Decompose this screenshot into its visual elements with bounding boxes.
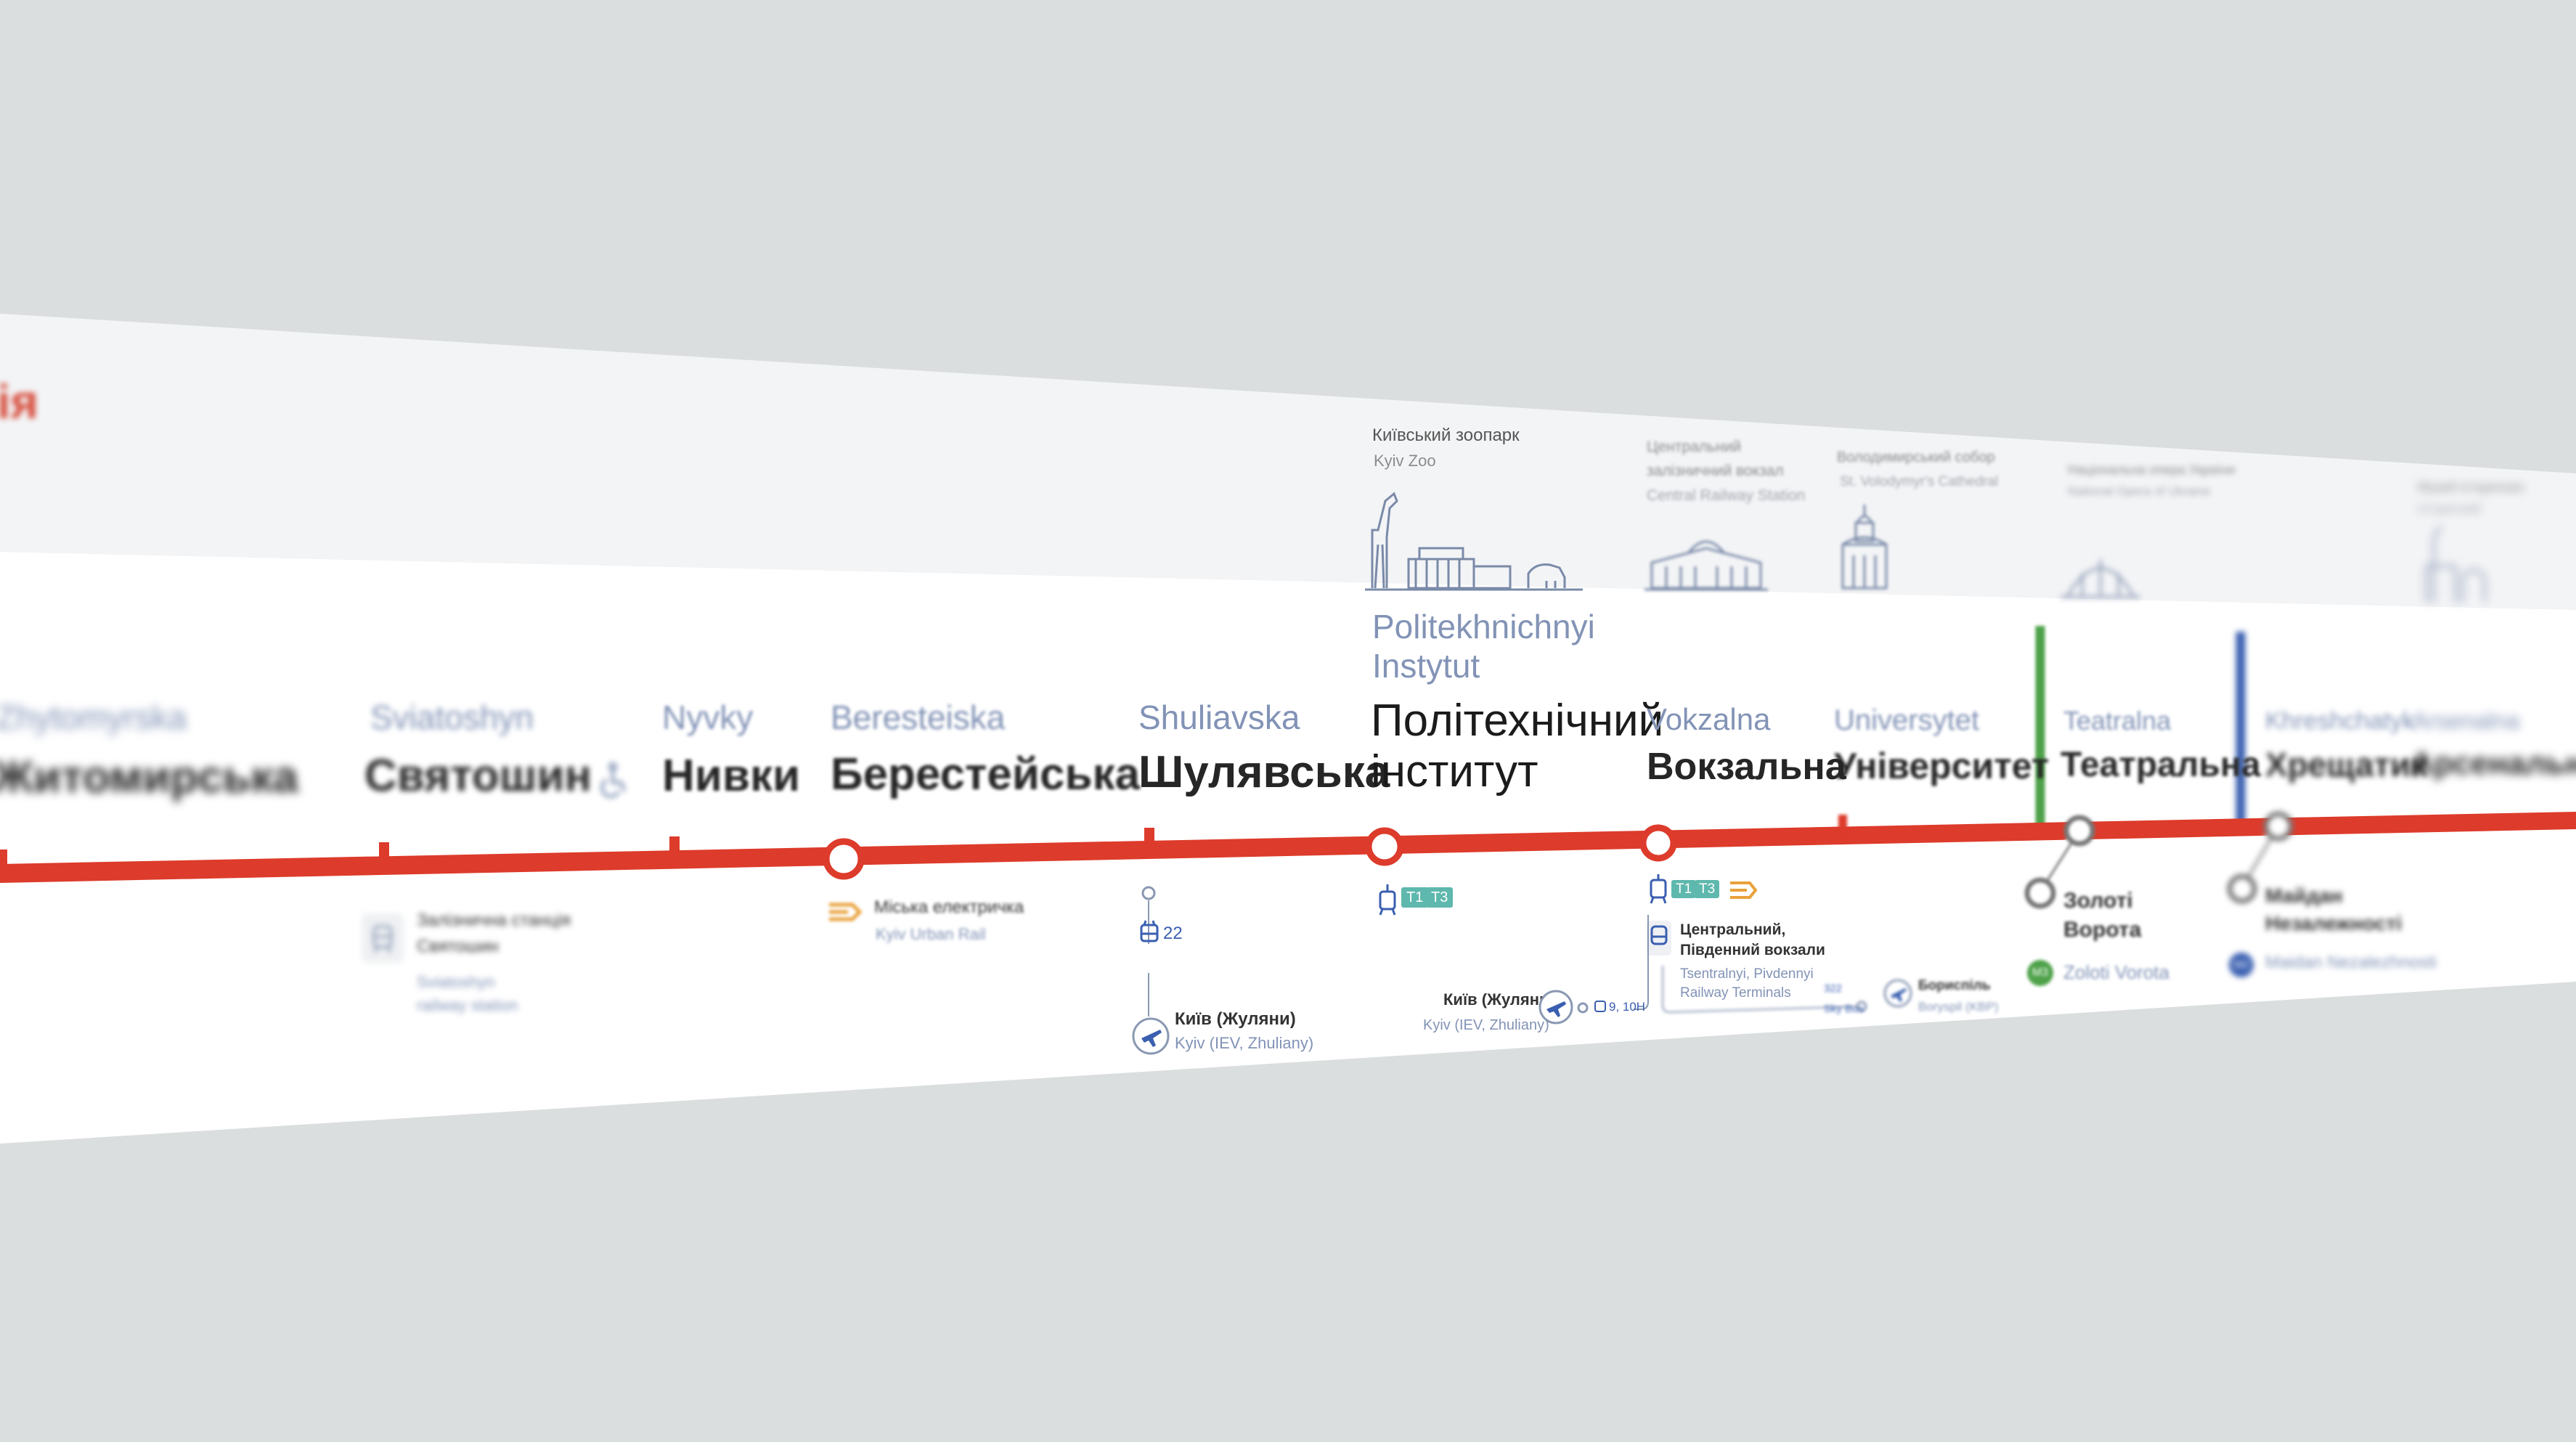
station-vokzalna-lat: Vokzalna [1647,702,1771,736]
wheelchair-icon [600,762,626,798]
maidan-uk1: Майдан [2265,884,2343,907]
station-politekhnichnyi-cyr1: Політехнічний [1371,696,1664,746]
train-icon [362,913,404,963]
boryspil-route-skybus: Sky Bus [1824,1003,1864,1015]
maidan-uk2: Незалежності [2265,912,2402,934]
station-zhytomyrska-lat: Zhytomyrska [0,698,187,736]
airport-zhuliany-en: Kyiv (IEV, Zhuliany) [1175,1034,1314,1052]
station-arsenalna-cyr: Арсенальна [2410,746,2576,781]
station-politekhnichnyi-lat2: Instytut [1372,647,1480,685]
sviatoshyn-rail-en2: railway station [417,996,518,1014]
station-arsenalna-lat: Arsenalna [2412,707,2520,734]
vokzal-terminals-uk2: Південний вокзали [1680,942,1825,958]
station-teatralna-cyr: Театральна [2061,746,2261,784]
sviatoshyn-rail-uk2: Святошин [417,937,499,956]
station-beresteiska-lat: Beresteiska [831,698,1006,736]
interchange-circle [1365,827,1404,866]
station-shuliavska-lat: Shuliavska [1138,698,1300,736]
station-shuliavska-cyr: Шулявська [1138,747,1390,797]
interchange-circle [823,838,865,880]
museum-icon [2425,526,2486,603]
landmark-station-en: Central Railway Station [1647,487,1806,504]
zoo-giraffe-icon [1365,492,1583,591]
landmark-museum-uk: Музей історичних [2418,480,2524,494]
airplane-icon [1132,1017,1170,1055]
stop-tick [379,842,389,863]
stop-tick [669,836,680,857]
landmark-opera-uk: Національна опера України [2068,463,2235,477]
trolleybus-route-number: 22 [1163,924,1183,943]
boryspil-route-322: 322 [1824,982,1843,995]
zoloti-vorota-uk1: Золоті [2063,889,2133,913]
trolleybus-icon [1140,920,1159,942]
station-teatralna-lat: Teatralna [2063,706,2172,736]
airport-route-line [1141,886,1156,1017]
landmark-station-uk2: залізничний вокзал [1647,463,1784,479]
airplane-icon [1883,979,1912,1008]
line-m2-badge: М2 [2229,953,2254,977]
urban-rail-uk: Міська електричка [874,897,1024,917]
interchange-circle [1639,824,1677,862]
airport-zhuliany-en: Kyiv (IEV, Zhuliany) [1423,1017,1549,1033]
maidan-en: Maidan Nezalezhnosti [2265,953,2437,972]
opera-house-icon [2061,559,2140,598]
tram-icon [1379,884,1396,916]
station-nyvky-lat: Nyvky [662,698,754,736]
railway-station-icon [1644,540,1768,591]
vokzal-terminals-en2: Railway Terminals [1680,985,1791,1001]
line-m3-badge: М3 [2027,960,2053,986]
sviatoshyn-rail-en1: Sviatoshyn [417,973,495,991]
terminal-badge-t3: T3 [1695,880,1720,898]
urban-rail-icon [829,903,863,921]
airplane-icon [1538,990,1573,1025]
boryspil-en: Boryspil (KBP) [1918,1000,1999,1014]
station-khreshchatyk-lat: Khreshchatyk [2265,707,2415,735]
terminal-badge-t3: T3 [1426,887,1454,908]
landmark-cathedral-uk: Володимирський собор [1837,449,1995,465]
bus-route-connector [1577,915,1649,1014]
stop-tick [0,850,7,870]
landmark-cathedral-en: St. Volodymyr's Cathedral [1840,474,1998,489]
stop-tick [1838,815,1847,834]
landmark-zoo-en: Kyiv Zoo [1374,452,1436,470]
zoloti-vorota-en: Zoloti Vorota [2063,961,2169,983]
station-politekhnichnyi-cyr2: інститут [1371,746,1538,797]
station-sviatoshyn-lat: Sviatoshyn [370,698,534,736]
vokzal-terminals-uk1: Центральний, [1680,921,1786,938]
station-khreshchatyk-cyr: Хрещатик [2265,746,2428,783]
sviatoshyn-rail-uk1: Залізнична станція [417,911,571,930]
landmark-station-uk1: Центральний [1647,439,1742,455]
station-sviatoshyn-cyr: Святошин [364,751,592,801]
airport-zhuliany-uk: Київ (Жуляни) [1175,1009,1296,1029]
vokzal-bus-routes: 9, 10Н [1609,1000,1646,1014]
zoloti-vorota-uk2: Ворота [2063,918,2142,942]
stop-tick [1144,828,1154,848]
cathedral-icon [1841,505,1888,590]
urban-rail-en: Kyiv Urban Rail [876,925,986,943]
bus-icon [1594,1001,1606,1012]
station-nyvky-cyr: Нивки [662,751,801,801]
tram-icon [1650,874,1667,904]
station-beresteiska-cyr: Берестейська [831,749,1141,799]
vokzal-terminals-en1: Tsentralnyi, Pivdennyi [1680,966,1814,982]
boryspil-uk: Бориспіль [1918,978,1991,993]
terminal-badge-t1: T1 [1671,880,1697,898]
station-universytet-cyr: Університет [1834,746,2050,786]
landmark-zoo-uk: Київський зоопарк [1372,425,1520,445]
line-title-fragment: ія [0,375,38,428]
boryspil-route-line [1662,966,1867,1014]
landmark-opera-en: National Opera of Ukraine [2068,484,2211,498]
station-politekhnichnyi-lat1: Politekhnichnyi [1372,608,1595,645]
station-zhytomyrska-cyr: Житомирська [0,752,298,802]
landmark-museum-en: Історичний [2418,502,2481,516]
station-universytet-lat: Universytet [1834,704,1980,736]
urban-rail-icon [1730,881,1758,899]
train-icon [1647,921,1671,956]
station-vokzalna-cyr: Вокзальна [1647,746,1846,788]
terminal-badge-t1: T1 [1401,887,1429,908]
airport-zhuliany-uk: Київ (Жуляни) [1443,990,1554,1009]
